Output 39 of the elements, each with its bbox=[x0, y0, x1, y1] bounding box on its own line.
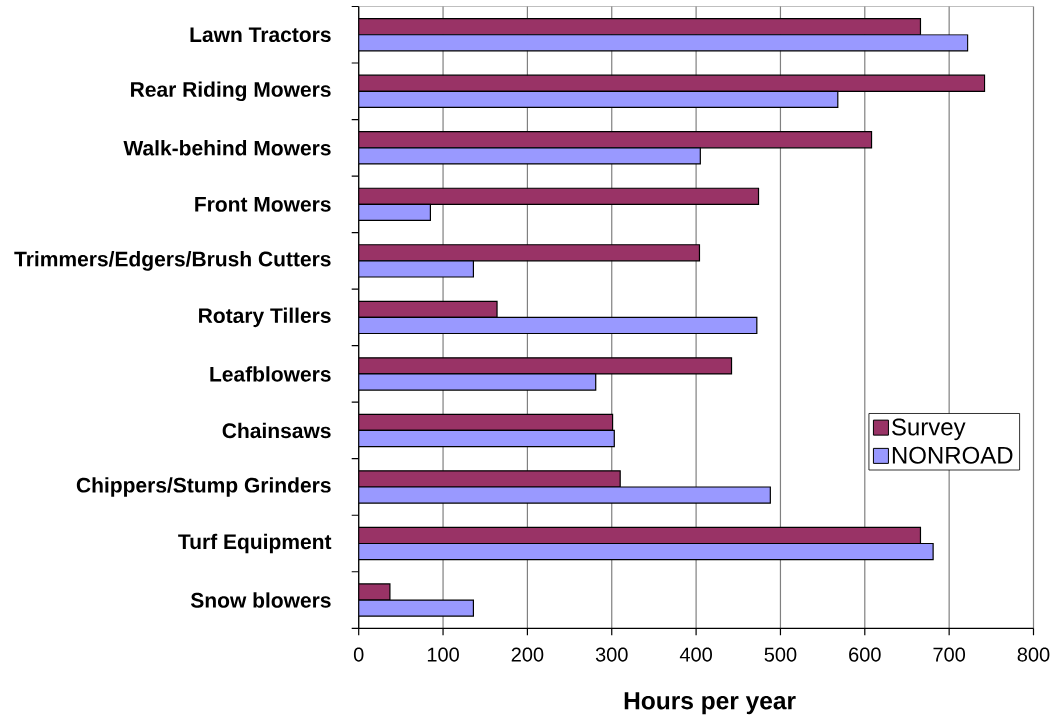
y-tick-label: Lawn Tractors bbox=[190, 27, 331, 43]
x-tick-label: 300 bbox=[595, 647, 628, 662]
bar bbox=[358, 187, 760, 205]
bar bbox=[358, 316, 758, 335]
bar bbox=[358, 74, 986, 92]
x-tick-label: 100 bbox=[427, 647, 459, 662]
bar bbox=[358, 203, 431, 222]
y-tick-label: Chainsaws bbox=[222, 422, 331, 439]
bar bbox=[358, 18, 922, 36]
x-tick-label: 800 bbox=[1017, 647, 1050, 662]
bar bbox=[358, 300, 498, 318]
y-tick-label: Chippers/Stump Grinders bbox=[76, 477, 331, 497]
y-tick-label: Rear Riding Mowers bbox=[131, 81, 331, 102]
legend-label: Survey bbox=[892, 418, 966, 441]
bar bbox=[358, 526, 922, 545]
bar bbox=[358, 357, 733, 375]
y-tick-label: Trimmers/Edgers/Brush Cutters bbox=[14, 251, 331, 271]
bar bbox=[358, 244, 701, 262]
x-tick-label: 700 bbox=[933, 647, 966, 662]
x-tick-label: 600 bbox=[849, 647, 881, 662]
bar bbox=[358, 34, 969, 52]
y-tick-label: Rotary Tillers bbox=[199, 307, 331, 328]
x-tick-label: 400 bbox=[679, 647, 712, 662]
bar bbox=[358, 90, 839, 108]
y-tick-label: Snow blowers bbox=[190, 592, 331, 608]
x-axis-title: Hours per year bbox=[624, 692, 796, 715]
x-tick-label: 0 bbox=[353, 647, 364, 662]
x-tick-label: 500 bbox=[764, 647, 797, 662]
bar bbox=[358, 542, 934, 561]
legend-label: NONROAD bbox=[892, 446, 1013, 464]
bar bbox=[358, 413, 614, 432]
x-tick-label: 200 bbox=[511, 647, 544, 662]
y-tick-label: Walk-behind Mowers bbox=[123, 140, 331, 156]
y-tick-label: Leafblowers bbox=[210, 366, 331, 382]
bar bbox=[358, 429, 615, 448]
bar bbox=[358, 131, 873, 149]
y-tick-label: Front Mowers bbox=[195, 197, 331, 212]
y-tick-label: Turf Equipment bbox=[178, 533, 332, 554]
bar bbox=[358, 147, 701, 165]
